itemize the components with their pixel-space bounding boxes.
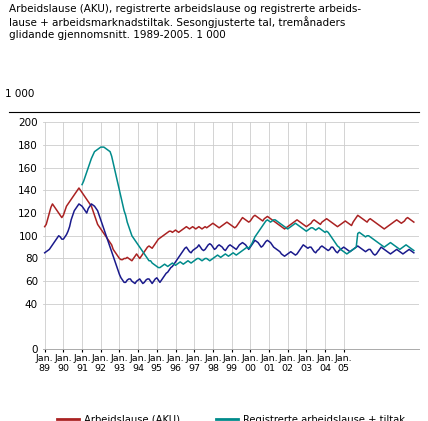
- Text: 1 000: 1 000: [5, 89, 35, 99]
- Legend: Arbeidslause (AKU), Registrerte arbeidslause, Registrerte arbeidslause + tiltak: Arbeidslause (AKU), Registrerte arbeidsl…: [57, 415, 405, 421]
- Text: Arbeidslause (AKU), registrerte arbeidslause og registrerte arbeids-
lause + arb: Arbeidslause (AKU), registrerte arbeidsl…: [9, 4, 361, 40]
